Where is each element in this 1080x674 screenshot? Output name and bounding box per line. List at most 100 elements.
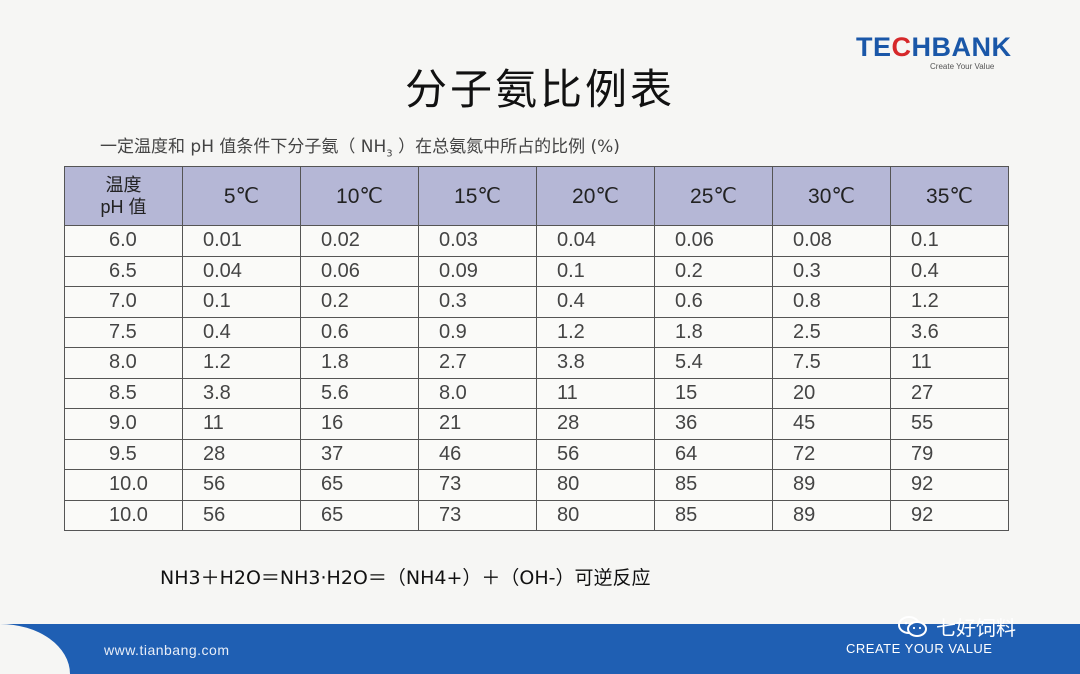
ph-cell: 7.5 [64,316,183,348]
ratio-cell: 2.7 [418,347,537,379]
ratio-cell: 5.6 [300,377,419,409]
ratio-cell: 0.06 [654,225,773,257]
ratio-cell: 1.2 [536,316,655,348]
ratio-cell: 45 [772,408,891,440]
ratio-cell: 0.2 [300,286,419,318]
ratio-cell: 56 [182,469,301,501]
footer-slogan: CREATE YOUR VALUE [846,641,993,656]
ph-cell: 6.0 [64,225,183,257]
ratio-cell: 0.09 [418,255,537,287]
ratio-cell: 1.8 [300,347,419,379]
ratio-cell: 20 [772,377,891,409]
corner-temp-label: 温度 [105,175,142,195]
ratio-cell: 0.08 [772,225,891,257]
ratio-cell: 0.3 [772,255,891,287]
ratio-cell: 3.8 [182,377,301,409]
table-row: 6.0 0.01 0.02 0.03 0.04 0.06 0.08 0.1 [64,225,1009,257]
reaction-equation: NH3＋H2O＝NH3·H2O＝（NH4+）＋（OH-）可逆反应 [160,567,651,589]
ratio-cell: 0.9 [418,316,537,348]
column-header: 35℃ [890,166,1009,226]
ratio-cell: 5.4 [654,347,773,379]
ratio-cell: 0.04 [182,255,301,287]
ratio-cell: 8.0 [418,377,537,409]
ratio-cell: 73 [418,499,537,531]
ratio-cell: 0.1 [890,225,1009,257]
ratio-cell: 21 [418,408,537,440]
column-header: 15℃ [418,166,537,226]
ph-cell: 8.5 [64,377,183,409]
logo-part-te: TE [856,32,892,62]
ratio-cell: 0.4 [536,286,655,318]
ratio-cell: 16 [300,408,419,440]
ratio-cell: 28 [536,408,655,440]
ratio-cell: 1.2 [182,347,301,379]
ratio-cell: 0.6 [300,316,419,348]
ratio-cell: 0.03 [418,225,537,257]
ratio-cell: 0.8 [772,286,891,318]
ratio-cell: 72 [772,438,891,470]
caption-subscript: 3 [386,148,393,160]
ratio-cell: 64 [654,438,773,470]
ratio-cell: 7.5 [772,347,891,379]
ratio-cell: 36 [654,408,773,440]
page-title: 分子氨比例表 [404,65,675,114]
ratio-cell: 1.8 [654,316,773,348]
ratio-cell: 11 [536,377,655,409]
ratio-cell: 0.04 [536,225,655,257]
ratio-cell: 3.8 [536,347,655,379]
ratio-cell: 92 [890,469,1009,501]
ph-cell: 7.0 [64,286,183,318]
corner-ph-label: pH 值 [100,197,147,217]
ratio-cell: 0.4 [890,255,1009,287]
table-row: 9.5 28 37 46 56 64 72 79 [64,438,1009,470]
table-row: 10.0 56 65 73 80 85 89 92 [64,469,1009,501]
table-row: 9.0 11 16 21 28 36 45 55 [64,408,1009,440]
ratio-cell: 0.06 [300,255,419,287]
ratio-cell: 85 [654,469,773,501]
ph-cell: 10.0 [64,469,183,501]
ph-cell: 6.5 [64,255,183,287]
ratio-cell: 0.6 [654,286,773,318]
ratio-cell: 0.02 [300,225,419,257]
ratio-cell: 80 [536,499,655,531]
ratio-cell: 73 [418,469,537,501]
watermark-text: 七好饲料 [936,616,1016,640]
column-header: 5℃ [182,166,301,226]
ratio-cell: 65 [300,499,419,531]
logo-tagline: Create Your Value [930,62,995,71]
column-header: 20℃ [536,166,655,226]
ratio-cell: 15 [654,377,773,409]
table-row: 8.5 3.8 5.6 8.0 11 15 20 27 [64,377,1009,409]
footer-band [0,624,1080,674]
table-row: 10.0 56 65 73 80 85 89 92 [64,499,1009,531]
ratio-cell: 65 [300,469,419,501]
ratio-cell: 37 [300,438,419,470]
ratio-cell: 46 [418,438,537,470]
ratio-cell: 0.01 [182,225,301,257]
ratio-cell: 56 [536,438,655,470]
wechat-icon [898,615,928,644]
caption-post: ）在总氨氮中所占的比例 (%) [392,137,620,157]
ratio-cell: 0.4 [182,316,301,348]
ratio-cell: 89 [772,469,891,501]
ph-cell: 9.0 [64,408,183,440]
table-row: 8.0 1.2 1.8 2.7 3.8 5.4 7.5 11 [64,347,1009,379]
ratio-cell: 92 [890,499,1009,531]
ratio-cell: 85 [654,499,773,531]
table-row: 7.5 0.4 0.6 0.9 1.2 1.8 2.5 3.6 [64,316,1009,348]
watermark: 七好饲料 [898,612,1016,644]
logo-wordmark: TECHBANK [856,32,1012,63]
ratio-cell: 28 [182,438,301,470]
ratio-cell: 0.3 [418,286,537,318]
table-header-row: 温度 pH 值 5℃ 10℃ 15℃ 20℃ 25℃ 30℃ 35℃ [64,166,1009,226]
ratio-cell: 89 [772,499,891,531]
ratio-cell: 11 [182,408,301,440]
caption-pre: 一定温度和 pH 值条件下分子氨（ NH [100,137,387,157]
logo-part-hbank: HBANK [911,32,1012,62]
ratio-cell: 27 [890,377,1009,409]
table-caption: 一定温度和 pH 值条件下分子氨（ NH3 ）在总氨氮中所占的比例 (%) [100,132,620,159]
ph-cell: 9.5 [64,438,183,470]
ratio-cell: 56 [182,499,301,531]
techbank-logo: TECHBANK Create Your Value [856,32,1016,74]
footer-url: www.tianbang.com [104,642,230,658]
